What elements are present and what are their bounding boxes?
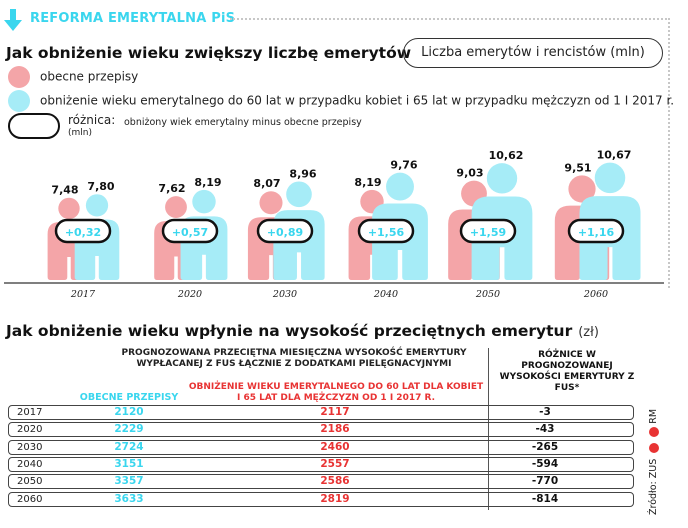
difference-badge xyxy=(357,218,415,244)
cell-lowered: 2117 xyxy=(320,406,350,418)
column-header-lowered: OBNIŻENIE WIEKU EMERYTALNEGO DO 60 LAT D… xyxy=(188,382,484,403)
x-tick-label: 2060 xyxy=(583,289,608,300)
x-tick-label: 2050 xyxy=(475,289,500,300)
column-header-difference: RÓŻNICE W PROGNOZOWANEJ WYSOKOŚCI EMERYT… xyxy=(499,350,635,393)
table-row: 2017 2120 2117 -3 xyxy=(8,405,634,420)
x-tick-label: 2040 xyxy=(373,289,398,300)
chart-title: Jak obniżenie wieku zwiększy liczbę emer… xyxy=(6,44,412,62)
cell-current: 2229 xyxy=(114,423,144,436)
table-unit: (zł) xyxy=(578,325,599,340)
source-text: Źródło: ZUS xyxy=(648,458,659,515)
data-label-current: 7,48 xyxy=(51,184,78,197)
source-note: Źródło: ZUS RM xyxy=(648,409,659,515)
row-year: 2030 xyxy=(17,441,43,453)
difference-badge xyxy=(54,218,112,244)
table-row: 2060 3633 2819 -814 xyxy=(8,491,634,507)
section-label: REFORMA EMERYTALNA PiS xyxy=(30,11,236,26)
difference-badge xyxy=(161,218,219,244)
cell-current: 2120 xyxy=(114,406,144,418)
table-row: 2040 3151 2557 -594 xyxy=(8,456,634,472)
cell-difference: -3 xyxy=(539,406,551,418)
legend-swatch-pink xyxy=(8,66,30,88)
legend-item-lowered: obniżenie wieku emerytalnego do 60 lat w… xyxy=(8,90,674,112)
difference-value: +0,57 xyxy=(172,226,208,239)
logo-icon xyxy=(648,426,659,437)
table-row: 2030 2724 2460 -265 xyxy=(8,439,634,455)
cell-current: 3633 xyxy=(114,492,144,505)
data-label-lowered: 7,80 xyxy=(87,180,114,193)
table-group-header: PROGNOZOWANA PRZECIĘTNA MIESIĘCZNA WYSOK… xyxy=(121,348,467,369)
cell-lowered: 2819 xyxy=(320,492,350,505)
cell-current: 3151 xyxy=(114,457,144,470)
cell-difference: -770 xyxy=(531,475,559,488)
data-label-current: 8,07 xyxy=(253,177,280,190)
legend-difference-unit: (mln) xyxy=(68,128,92,138)
difference-value: +1,16 xyxy=(578,226,615,239)
cell-lowered: 2586 xyxy=(320,475,350,488)
legend-difference-description: obniżony wiek emerytalny minus obecne pr… xyxy=(124,117,362,128)
difference-value: +1,56 xyxy=(368,226,405,239)
difference-value: +0,32 xyxy=(65,226,101,239)
table-row: 2020 2229 2186 -43 xyxy=(8,422,634,438)
cell-lowered: 2557 xyxy=(320,457,350,470)
cell-lowered: 2186 xyxy=(320,423,350,436)
data-label-lowered: 9,76 xyxy=(390,159,417,172)
legend-swatch-cyan xyxy=(8,90,30,112)
section-header: REFORMA EMERYTALNA PiS xyxy=(0,0,688,40)
cell-current: 2724 xyxy=(114,440,144,453)
x-tick-label: 2030 xyxy=(272,289,297,300)
difference-badge xyxy=(567,218,625,244)
cell-difference: -814 xyxy=(531,492,559,505)
row-year: 2050 xyxy=(17,476,43,488)
dotted-divider xyxy=(230,18,670,20)
unit-badge: Liczba emerytów i rencistów (mln) xyxy=(403,38,663,68)
dotted-vertical-divider xyxy=(668,18,670,288)
pictogram-chart: 7,48 7,80 +0,32 2017 7,62 8,19 +0,57 2020 8,07 8,… xyxy=(4,149,664,300)
data-label-lowered: 8,19 xyxy=(194,176,221,189)
x-tick-label: 2020 xyxy=(177,289,202,300)
difference-value: +1,59 xyxy=(470,226,506,239)
x-tick-label: 2017 xyxy=(70,289,96,300)
credit-text: RM xyxy=(648,408,659,424)
row-year: 2060 xyxy=(17,493,43,505)
legend-label-difference: różnica: xyxy=(68,113,116,127)
cell-current: 3357 xyxy=(114,475,144,488)
data-label-lowered: 8,96 xyxy=(289,167,316,180)
data-label-current: 9,51 xyxy=(564,161,591,174)
row-year: 2020 xyxy=(17,424,43,436)
data-label-current: 7,62 xyxy=(158,182,185,195)
difference-badge xyxy=(256,218,314,244)
cell-difference: -265 xyxy=(531,440,559,453)
difference-value: +0,89 xyxy=(267,226,303,239)
cell-lowered: 2460 xyxy=(320,440,350,453)
row-year: 2040 xyxy=(17,458,43,470)
data-label-current: 9,03 xyxy=(456,167,483,180)
column-divider xyxy=(488,348,489,510)
data-label-lowered: 10,67 xyxy=(597,149,632,162)
row-year: 2017 xyxy=(17,407,43,418)
table-title-text: Jak obniżenie wieku wpłynie na wysokość … xyxy=(6,322,573,340)
logo-icon xyxy=(648,442,659,453)
down-arrow-icon xyxy=(4,9,22,31)
table-row: 2050 3357 2586 -770 xyxy=(8,474,634,490)
column-header-current: OBECNE PRZEPISY xyxy=(79,392,179,403)
data-label-current: 8,19 xyxy=(354,176,381,189)
data-label-lowered: 10,62 xyxy=(489,149,524,162)
difference-badge xyxy=(459,218,517,244)
legend-swatch-difference xyxy=(8,113,60,139)
table-title: Jak obniżenie wieku wpłynie na wysokość … xyxy=(6,322,599,340)
cell-difference: -43 xyxy=(535,423,555,436)
cell-difference: -594 xyxy=(531,457,559,470)
legend-label-lowered: obniżenie wieku emerytalnego do 60 lat w… xyxy=(40,93,675,108)
legend-label-current: obecne przepisy xyxy=(40,69,139,84)
legend-item-current: obecne przepisy xyxy=(8,66,138,88)
